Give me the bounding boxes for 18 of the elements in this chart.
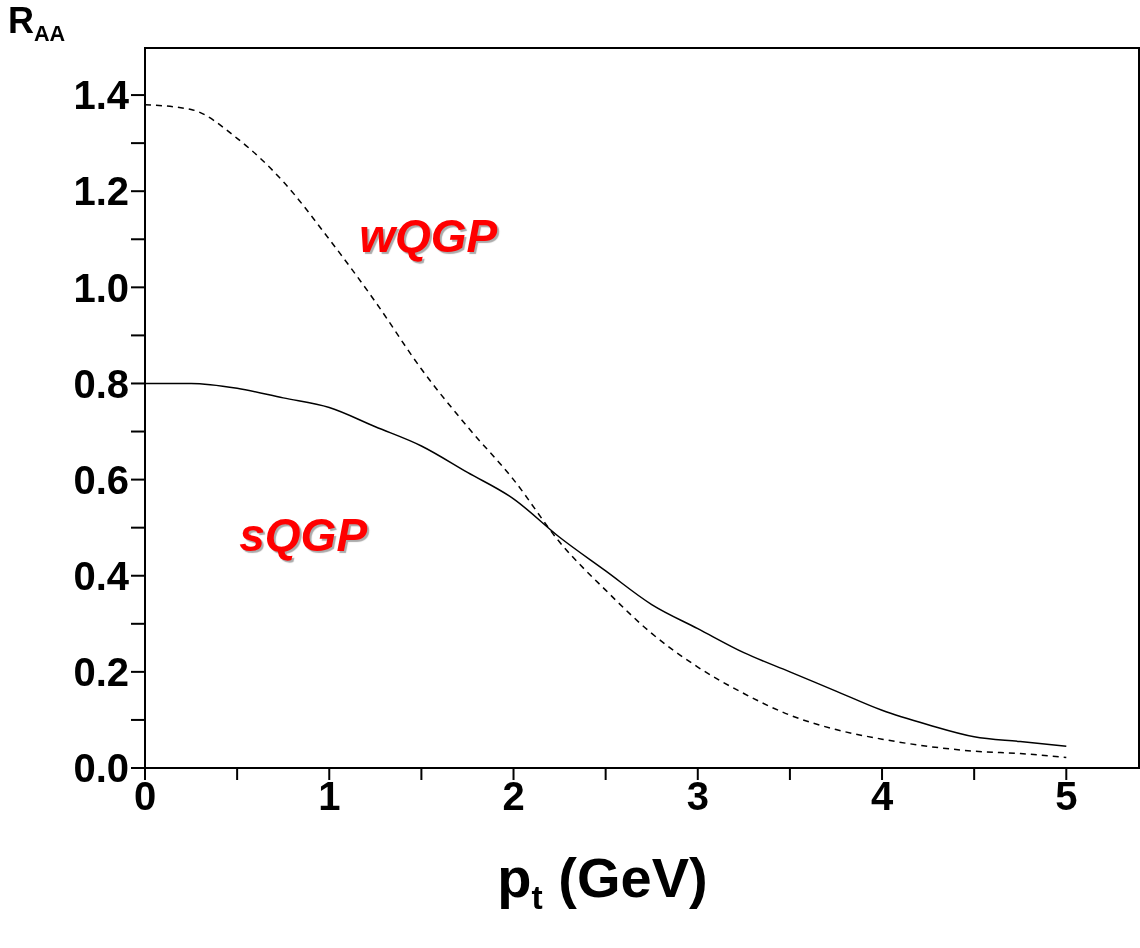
y-tick-label: 1.2 bbox=[73, 169, 129, 214]
x-tick-label: 5 bbox=[1055, 774, 1078, 819]
y-tick-label: 0.4 bbox=[73, 553, 130, 598]
text: 0.0 bbox=[73, 746, 129, 791]
y-tick-label: 1.0 bbox=[73, 265, 129, 310]
series-label: wQGP bbox=[359, 209, 498, 264]
y-tick-label: 0.8 bbox=[73, 361, 129, 406]
y-tick-label: 0.6 bbox=[73, 457, 129, 502]
x-tick-label: 4 bbox=[870, 774, 894, 819]
x-tick-label: 0 bbox=[133, 774, 157, 819]
x-tick-label: 3 bbox=[686, 774, 709, 819]
y-tick-label: 1.4 bbox=[73, 73, 130, 118]
x-tick-label: 2 bbox=[502, 774, 525, 819]
y-tick-label: 0.2 bbox=[73, 650, 129, 695]
x-tick-label: 1 bbox=[318, 774, 341, 819]
y-axis-title: R$_{AA}$ bbox=[8, 0, 66, 47]
series-label: sQGP bbox=[239, 507, 368, 562]
x-axis-title: p$_{t}$ (GeV) bbox=[497, 846, 708, 917]
